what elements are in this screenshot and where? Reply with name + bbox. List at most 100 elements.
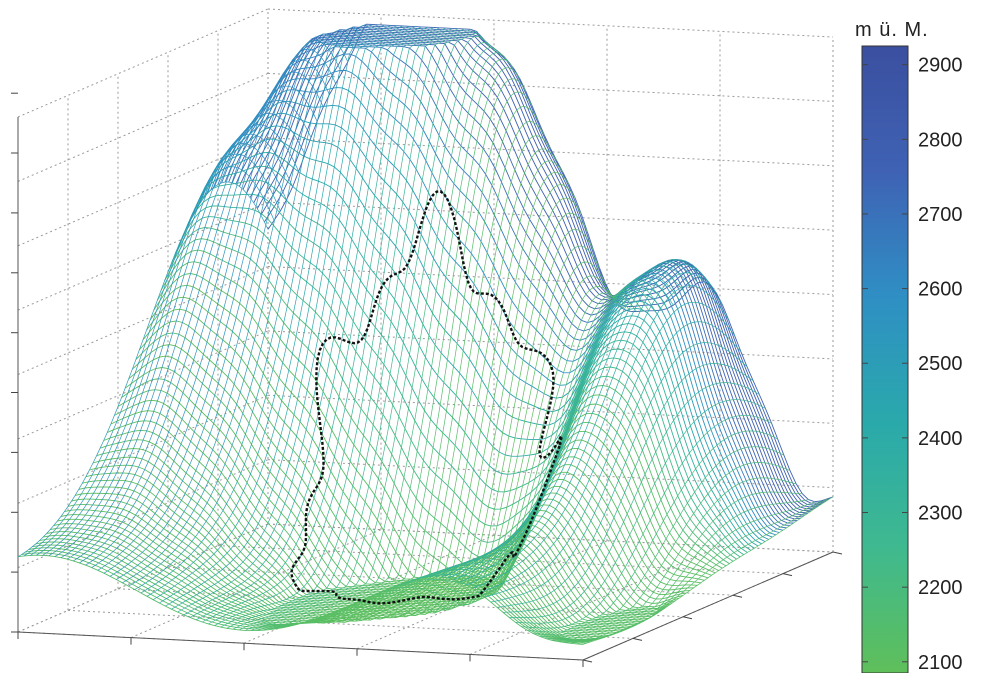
mesh-column-line [460,259,711,583]
mesh-column-line [257,52,508,631]
grid-line [17,72,269,182]
mesh-column-line [441,265,693,578]
y-tick [682,616,693,620]
mesh-row-line [231,38,798,522]
mesh-column-line [515,399,766,624]
mesh-column-line [552,491,803,641]
mesh-column-line [472,272,723,589]
grid-line [267,394,834,424]
mesh-column-line [410,283,662,581]
mesh-column-line [294,120,545,626]
y-tick [582,659,593,663]
grid-line [267,137,834,167]
mesh-column-line [140,25,391,594]
surface-mesh [17,23,834,645]
grid-line [217,545,784,575]
mesh-row-line [139,320,705,588]
mesh-column-line [146,25,398,597]
mesh-column-line [36,143,287,556]
grid-line [17,266,269,375]
mesh-column-line [398,289,650,586]
boundary-line [290,190,563,605]
mesh-column-line [263,58,514,631]
mesh-column-line [374,292,625,614]
mesh-row-line [160,249,727,573]
grid-line [267,523,834,553]
mesh-column-line [85,48,336,566]
mesh-column-line [202,28,453,623]
colorbar-tick-label: 2400 [918,428,963,450]
mesh-column-line [417,280,668,580]
mesh-column-line [269,67,521,630]
mesh-column-line [134,24,385,590]
mesh-column-line [484,301,735,598]
colorbar-unit-label: m ü. M. [855,19,929,41]
mesh-column-line [576,498,828,645]
y-axis [582,551,834,661]
mesh-column-line [466,263,717,586]
colorbar-tick-label: 2300 [918,503,963,525]
grid-line [17,8,269,118]
mesh-column-line [238,36,490,631]
mesh-row-line [124,367,691,595]
grid-line [17,459,269,569]
colorbar-scale [861,45,909,673]
mesh-column-line [183,27,434,616]
mesh-column-line [220,28,471,628]
mesh-column-line [232,32,484,630]
mesh-column-line [245,42,496,631]
mesh-column-line [503,363,754,613]
mesh-row-line [156,261,723,579]
mesh-column-line [208,28,459,625]
colorbar-tick-label: 2500 [918,353,963,375]
grid-line [469,545,721,655]
mesh-column-line [564,501,815,643]
mesh-column-line [349,245,600,618]
colorbar-tick-label: 2200 [918,577,963,599]
mesh-column-line [214,28,465,626]
mesh-column-line [435,269,686,578]
mesh-column-line [540,462,791,638]
y-tick [782,573,793,577]
grid-line [267,266,834,295]
colorbar-tick-label: 2900 [918,55,963,77]
mesh-column-line [73,71,324,562]
mesh-column-line [91,40,343,568]
mesh-column-line [404,286,656,583]
mesh-column-line [496,342,748,608]
grid-line [167,566,734,596]
mesh-column-line [109,26,361,577]
colorbar-tick-label: 2100 [918,652,963,673]
mesh-column-line [116,23,367,580]
mesh-column-line [251,47,502,631]
mesh-column-line [275,78,527,630]
mesh-column-line [368,286,619,615]
mesh-column-line [189,27,441,618]
mesh-column-line [546,477,797,640]
y-tick [632,637,643,641]
grid-line [267,201,834,231]
mesh-row-line [235,36,801,520]
mesh-column-line [527,430,778,633]
mesh-column-line [66,85,318,560]
mesh-column-line [30,153,281,556]
mesh-column-line [429,273,680,578]
mesh-row-line [249,30,816,512]
mesh-column-line [509,382,760,618]
colorbar: m ü. M. 2100 2200 2300 2400 2500 2600 2700 2800… [855,19,963,673]
mesh-column-line [195,27,447,621]
mesh-row-line [256,28,823,508]
mesh-row-line [203,100,769,540]
mesh-column-line [490,321,742,603]
grid-line [117,588,684,618]
mesh-column-line [582,496,834,645]
colorbar-ticks: 2100 2200 2300 2400 2500 2600 2700 2800 2900 [862,55,963,673]
mesh-column-line [159,25,410,604]
grid-line [17,330,269,440]
mesh-column-line [42,133,293,556]
mesh-column-line [447,261,699,579]
mesh-column-line [128,24,379,587]
mesh-column-line [152,25,404,600]
mesh-column-line [318,171,570,622]
